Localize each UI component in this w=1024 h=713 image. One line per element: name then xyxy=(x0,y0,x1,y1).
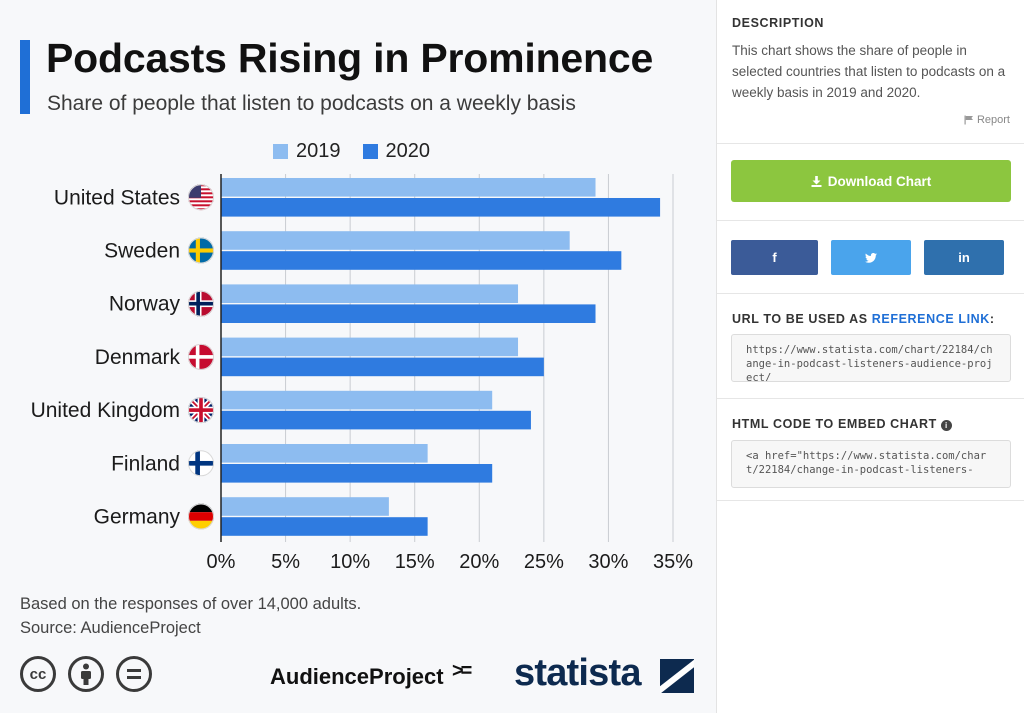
bar-2019-united-states[interactable] xyxy=(221,178,596,197)
divider xyxy=(717,143,1024,144)
footnote-responses: Based on the responses of over 14,000 ad… xyxy=(20,595,362,613)
share-twitter-button[interactable] xyxy=(831,240,911,275)
flag-ring xyxy=(188,503,214,530)
category-label: Germany xyxy=(94,506,181,529)
category-label: Norway xyxy=(109,293,181,316)
cc-icon[interactable]: cc xyxy=(20,656,56,692)
legend-item-2019: 2019 xyxy=(273,140,341,163)
bar-2020-united-kingdom[interactable] xyxy=(221,410,531,430)
reference-label-suffix: : xyxy=(989,312,995,326)
legend-label-2019: 2019 xyxy=(296,139,341,162)
category-label: Denmark xyxy=(95,346,181,369)
cc-nd-icon[interactable] xyxy=(116,656,152,692)
download-icon xyxy=(811,175,822,187)
report-link[interactable]: Report xyxy=(964,114,1010,126)
flag-ring xyxy=(188,343,214,370)
category-label: United States xyxy=(54,186,180,209)
share-linkedin-button[interactable]: in xyxy=(924,240,1004,275)
reference-label-accent[interactable]: REFERENCE LINK xyxy=(871,312,990,326)
x-tick-label: 5% xyxy=(271,551,300,573)
audienceproject-logo[interactable]: AudienceProject xyxy=(270,664,444,689)
share-facebook-button[interactable]: f xyxy=(731,240,818,275)
x-tick-label: 35% xyxy=(653,551,693,573)
bar-2020-norway[interactable] xyxy=(221,304,596,323)
title-accent-bar xyxy=(20,40,30,114)
bar-2020-denmark[interactable] xyxy=(221,357,544,377)
bar-2019-denmark[interactable] xyxy=(221,337,519,357)
x-tick-label: 15% xyxy=(395,551,435,573)
legend-label-2020: 2020 xyxy=(385,139,431,162)
chart-footnote: Based on the responses of over 14,000 ad… xyxy=(20,592,361,640)
legend-swatch-2020 xyxy=(362,143,378,159)
category-label: United Kingdom xyxy=(31,399,180,422)
bar-2019-sweden[interactable] xyxy=(221,231,570,250)
twitter-icon xyxy=(865,252,877,263)
chart-panel: Podcasts Rising in Prominence Share of p… xyxy=(0,0,716,713)
flag-ring xyxy=(188,184,214,211)
bar-2020-sweden[interactable] xyxy=(221,251,622,270)
embed-code-label: HTML CODE TO EMBED CHART xyxy=(732,417,937,431)
linkedin-icon: in xyxy=(958,250,970,265)
chart-subtitle: Share of people that listen to podcasts … xyxy=(47,92,576,115)
chart-legend: 2019 2020 xyxy=(273,139,430,163)
sidebar: DESCRIPTION This chart shows the share o… xyxy=(716,0,1024,713)
bar-2019-germany[interactable] xyxy=(221,497,389,516)
person-icon xyxy=(81,663,91,685)
category-label: Sweden xyxy=(104,240,180,263)
x-tick-label: 25% xyxy=(524,551,564,573)
legend-item-2020: 2020 xyxy=(362,139,431,163)
cc-by-icon[interactable] xyxy=(68,656,104,692)
download-chart-label: Download Chart xyxy=(827,173,932,189)
description-text: This chart shows the share of people in … xyxy=(732,43,1006,100)
footnote-source: Source: AudienceProject xyxy=(20,619,201,637)
bar-2019-norway[interactable] xyxy=(221,284,519,303)
divider xyxy=(717,220,1024,221)
chart-title: Podcasts Rising in Prominence xyxy=(46,35,654,81)
audienceproject-logo-mark: >= xyxy=(452,660,472,682)
bar-2019-finland[interactable] xyxy=(221,444,428,463)
report-label: Report xyxy=(976,114,1010,126)
flag-ring xyxy=(188,290,214,317)
legend-swatch-2019 xyxy=(273,143,288,159)
bar-chart: United States Sweden Norway Denmark United K… xyxy=(31,174,693,573)
bar-2019-united-kingdom[interactable] xyxy=(221,390,493,410)
bar-2020-germany[interactable] xyxy=(221,517,428,536)
description-heading: DESCRIPTION xyxy=(732,16,825,30)
x-tick-label: 0% xyxy=(207,551,236,573)
x-tick-label: 10% xyxy=(330,551,370,573)
download-chart-button[interactable]: Download Chart xyxy=(731,160,1011,202)
bar-2020-united-states[interactable] xyxy=(221,198,661,217)
license-icons: cc xyxy=(20,656,152,692)
x-tick-label: 30% xyxy=(588,551,628,573)
x-tick-label: 20% xyxy=(459,551,499,573)
statista-logo[interactable]: statista xyxy=(514,652,641,694)
flag-ring xyxy=(188,397,214,424)
embed-code-heading: HTML CODE TO EMBED CHART i xyxy=(732,417,952,431)
reference-link-heading: URL TO BE USED AS REFERENCE LINK: xyxy=(732,312,995,326)
reference-label-prefix: URL TO BE USED AS xyxy=(732,312,868,326)
divider xyxy=(717,398,1024,399)
flag-icon xyxy=(964,115,973,125)
equals-icon xyxy=(127,669,141,679)
statista-logo-mark xyxy=(660,659,694,693)
reference-url-field[interactable]: https://www.statista.com/chart/22184/cha… xyxy=(731,334,1011,382)
divider xyxy=(717,500,1024,501)
bar-2020-finland[interactable] xyxy=(221,464,493,483)
info-icon[interactable]: i xyxy=(940,420,952,431)
facebook-icon: f xyxy=(772,250,777,265)
category-label: Finland xyxy=(111,452,180,475)
flag-de-icon xyxy=(188,503,214,530)
flag-ring xyxy=(188,450,214,477)
flag-ring xyxy=(188,237,214,264)
divider xyxy=(717,293,1024,294)
embed-code-field[interactable]: <a href="https://www.statista.com/chart/… xyxy=(731,440,1011,488)
